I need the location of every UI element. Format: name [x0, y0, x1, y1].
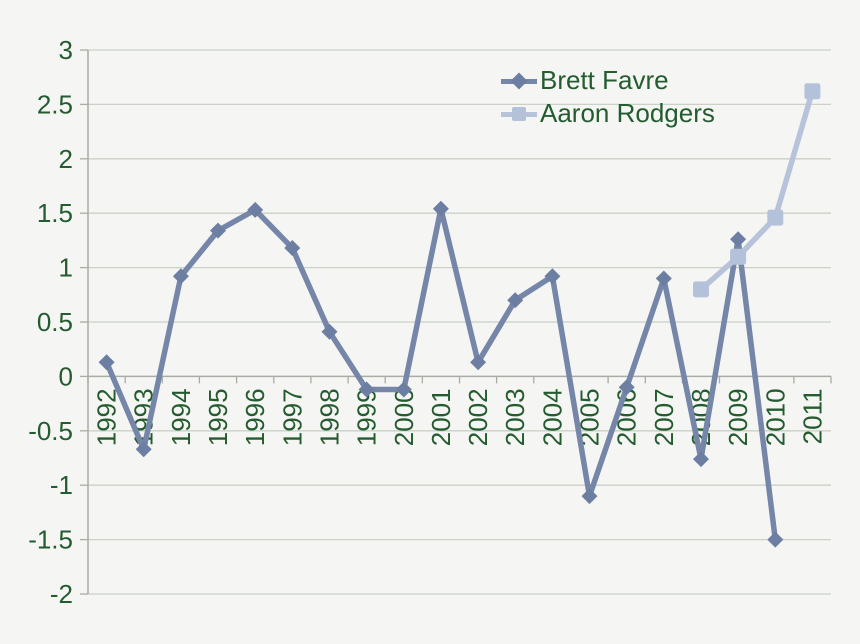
- x-axis-label: 2004: [537, 388, 567, 446]
- diamond-marker: [470, 354, 487, 371]
- y-axis-label: -1.5: [28, 525, 73, 555]
- x-axis-label: 2007: [649, 388, 679, 446]
- y-axis-label: 0: [59, 361, 73, 391]
- y-axis-label: 3: [59, 35, 73, 65]
- diamond-marker: [210, 222, 226, 239]
- x-axis-label: 1996: [240, 388, 270, 446]
- y-axis-label: 2: [59, 144, 73, 174]
- legend-label-brett-favre: Brett Favre: [540, 65, 669, 95]
- square-marker: [693, 281, 709, 298]
- square-marker: [804, 83, 821, 100]
- diamond-marker: [358, 381, 375, 398]
- diamond-marker: [321, 323, 338, 340]
- x-axis-label: 1995: [203, 388, 233, 446]
- x-axis-label: 1994: [166, 388, 196, 446]
- y-axis-label: -1: [50, 470, 73, 500]
- diamond-marker: [395, 381, 412, 398]
- diamond-marker: [730, 231, 747, 248]
- x-axis-label: 2001: [426, 388, 456, 446]
- diamond-marker: [98, 354, 115, 371]
- y-axis-label: -0.5: [28, 416, 73, 446]
- diamond-marker: [618, 379, 635, 396]
- diamond-marker: [581, 488, 598, 505]
- x-axis-label: 1997: [277, 388, 307, 446]
- y-axis-label: -2: [50, 579, 73, 609]
- diamond-marker: [507, 292, 524, 309]
- square-marker: [730, 248, 747, 265]
- diamond-marker: [655, 270, 672, 287]
- x-axis-label: 2002: [463, 388, 493, 446]
- y-axis-label: 1: [59, 253, 73, 283]
- legend: Brett Favre Aaron Rodgers: [501, 64, 715, 130]
- legend-item-brett-favre: Brett Favre: [501, 64, 715, 97]
- diamond-marker: [432, 200, 449, 217]
- x-axis-label: 2000: [389, 388, 419, 446]
- x-axis-label: 2003: [500, 388, 530, 446]
- legend-label-aaron-rodgers: Aaron Rodgers: [540, 98, 715, 128]
- diamond-marker: [284, 240, 301, 256]
- diamond-marker: [172, 268, 189, 285]
- series-line: [698, 88, 816, 293]
- y-axis-label: 1.5: [37, 198, 73, 228]
- diamond-marker: [693, 451, 709, 468]
- square-marker: [767, 209, 784, 226]
- y-axis-label: 0.5: [37, 307, 73, 337]
- diamond-marker: [135, 441, 152, 458]
- x-axis-label: 1992: [92, 388, 122, 446]
- diamond-marker: [247, 201, 264, 218]
- legend-swatch-diamond-icon: [501, 71, 537, 91]
- diamond-marker: [544, 268, 561, 285]
- legend-swatch-square-icon: [501, 104, 537, 124]
- legend-item-aaron-rodgers: Aaron Rodgers: [501, 97, 715, 130]
- x-axis-label: 1999: [352, 388, 382, 446]
- x-axis-label: 1998: [315, 388, 345, 446]
- x-axis-label: 2011: [797, 388, 827, 444]
- x-axis-label: 2009: [723, 388, 753, 446]
- series-line: [103, 206, 779, 543]
- diamond-marker: [767, 531, 784, 548]
- y-axis-label: 2.5: [37, 89, 73, 119]
